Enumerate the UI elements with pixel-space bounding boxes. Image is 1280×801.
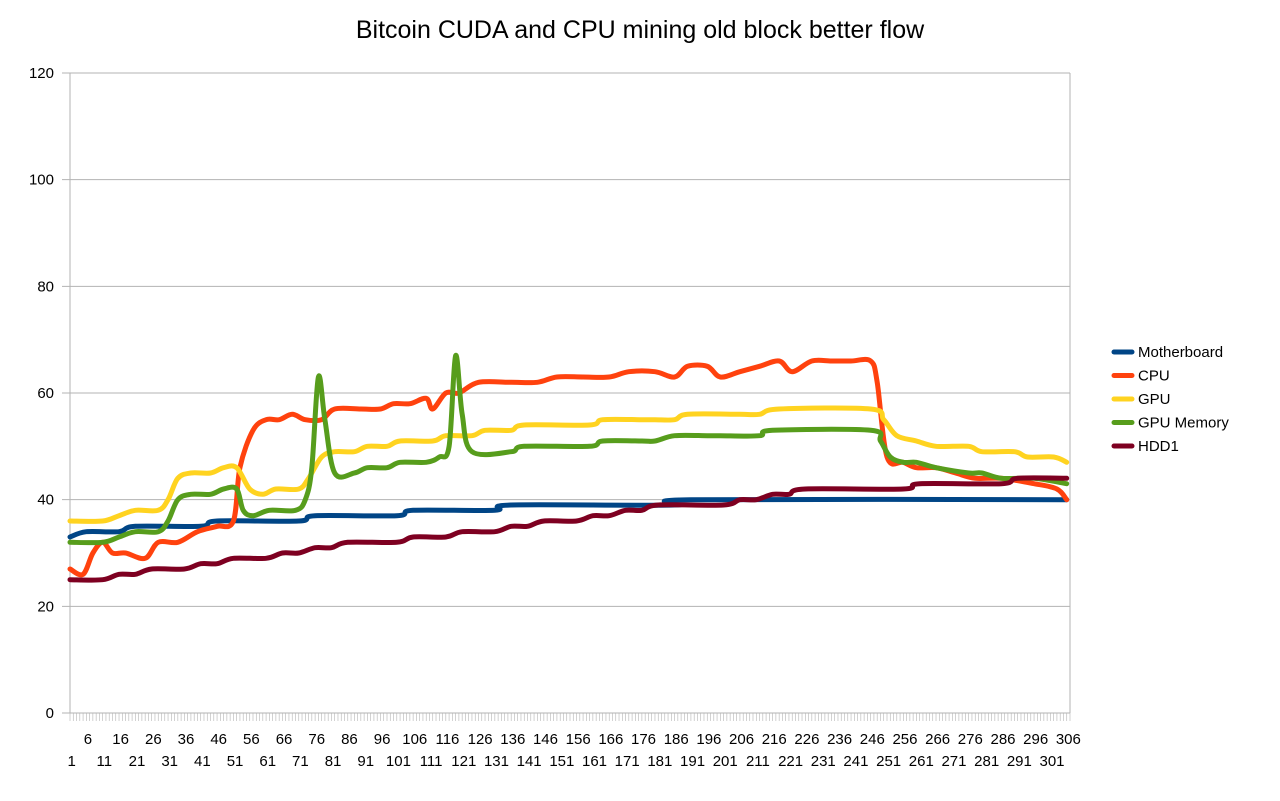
x-tick-label: 191 (680, 753, 705, 770)
x-tick-label: 196 (696, 731, 721, 748)
x-tick-label: 201 (713, 753, 738, 770)
legend-label: CPU (1138, 368, 1170, 385)
x-tick-label: 171 (615, 753, 640, 770)
y-tick-label: 20 (37, 598, 54, 615)
legend-label: GPU Memory (1138, 415, 1229, 432)
y-tick-label: 120 (29, 65, 54, 82)
x-axis-ticks: 6 16 26 36 46 56 66 76 86 96 106 116 126 136 146 156 166… (67, 713, 1081, 770)
x-tick-label: 306 (1056, 731, 1081, 748)
y-axis-ticks: 0 20 40 60 80 100 120 (29, 65, 54, 722)
x-tick-label: 231 (811, 753, 836, 770)
x-tick-label: 1 (67, 753, 75, 770)
x-tick-label: 11 (97, 753, 113, 770)
x-tick-label: 131 (484, 753, 509, 770)
x-tick-label: 271 (941, 753, 966, 770)
x-tick-label: 236 (827, 731, 852, 748)
x-tick-label: 146 (533, 731, 558, 748)
x-tick-label: 126 (468, 731, 493, 748)
x-tick-label: 251 (876, 753, 901, 770)
x-tick-label: 281 (974, 753, 999, 770)
x-tick-label: 51 (227, 753, 244, 770)
x-tick-label: 116 (435, 731, 459, 748)
x-tick-label: 46 (210, 731, 227, 748)
x-tick-label: 16 (112, 731, 129, 748)
series-line-hdd1 (67, 475, 1070, 583)
x-tick-label: 226 (794, 731, 819, 748)
x-tick-label: 256 (892, 731, 917, 748)
x-tick-label: 211 (746, 753, 770, 770)
x-tick-label: 266 (925, 731, 950, 748)
x-tick-label: 31 (161, 753, 178, 770)
x-tick-label: 136 (500, 731, 525, 748)
x-tick-label: 216 (762, 731, 787, 748)
x-tick-label: 61 (259, 753, 276, 770)
x-tick-label: 26 (145, 731, 162, 748)
y-tick-label: 80 (37, 278, 54, 295)
gridlines (62, 72, 1071, 714)
x-tick-label: 186 (664, 731, 689, 748)
x-tick-label: 66 (276, 731, 293, 748)
x-tick-label: 161 (582, 753, 607, 770)
x-tick-label: 291 (1007, 753, 1032, 770)
x-tick-label: 91 (357, 753, 374, 770)
series-lines (67, 353, 1070, 583)
x-tick-label: 181 (647, 753, 672, 770)
x-tick-label: 276 (958, 731, 983, 748)
legend: Motherboard CPU GPU GPU Memory HDD1 (1111, 344, 1229, 455)
x-tick-label: 101 (386, 753, 411, 770)
legend-label: GPU (1138, 391, 1171, 408)
x-tick-label: 96 (374, 731, 391, 748)
x-tick-label: 296 (1023, 731, 1048, 748)
chart-title: Bitcoin CUDA and CPU mining old block be… (356, 16, 925, 44)
x-tick-label: 6 (84, 731, 92, 748)
series-line-motherboard (67, 496, 1070, 540)
y-tick-label: 0 (46, 705, 54, 722)
y-tick-label: 100 (29, 172, 54, 189)
legend-label: Motherboard (1138, 344, 1223, 361)
x-tick-label: 71 (292, 753, 309, 770)
x-tick-label: 21 (129, 753, 146, 770)
legend-label: HDD1 (1138, 438, 1179, 455)
x-tick-label: 86 (341, 731, 358, 748)
x-tick-label: 246 (860, 731, 885, 748)
x-tick-label: 106 (402, 731, 427, 748)
y-tick-label: 60 (37, 385, 54, 402)
x-tick-label: 286 (990, 731, 1015, 748)
x-tick-label: 301 (1040, 753, 1065, 770)
x-tick-label: 156 (566, 731, 591, 748)
x-tick-label: 41 (194, 753, 211, 770)
y-tick-label: 40 (37, 492, 54, 509)
x-tick-label: 241 (843, 753, 868, 770)
x-tick-label: 36 (178, 731, 195, 748)
x-tick-label: 81 (325, 753, 342, 770)
x-tick-label: 141 (517, 753, 542, 770)
x-tick-label: 56 (243, 731, 260, 748)
x-tick-label: 221 (778, 753, 803, 770)
x-tick-label: 261 (909, 753, 934, 770)
x-tick-label: 121 (451, 753, 476, 770)
x-tick-label: 151 (549, 753, 574, 770)
series-line-gpu-memory (67, 353, 1070, 546)
x-tick-label: 176 (631, 731, 656, 748)
x-tick-label: 111 (420, 753, 443, 770)
x-tick-label: 166 (598, 731, 623, 748)
x-tick-label: 206 (729, 731, 754, 748)
x-tick-label: 76 (308, 731, 325, 748)
series-line-cpu (67, 356, 1070, 578)
